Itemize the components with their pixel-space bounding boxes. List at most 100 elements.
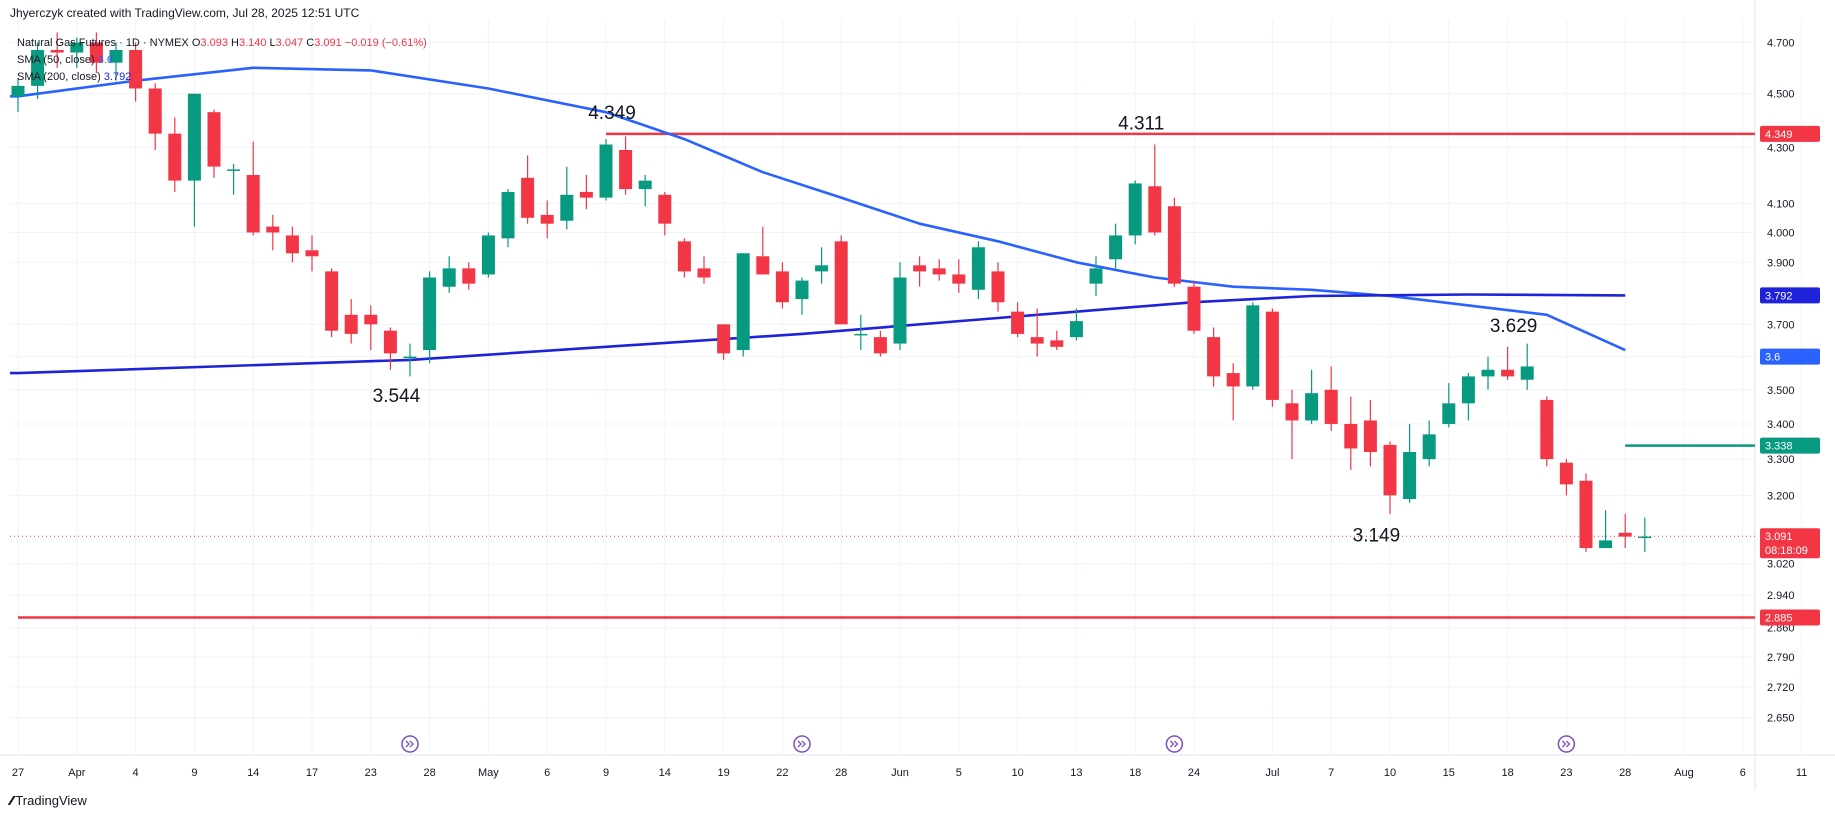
candle <box>1030 308 1044 357</box>
sma-line-200 <box>10 293 1626 375</box>
chart-legend: Natural Gas Futures · 1D · NYMEX O3.093 … <box>17 35 427 86</box>
price-annotation: 4.349 <box>588 103 636 124</box>
low-value: 3.047 <box>275 37 304 49</box>
candle-body <box>1246 305 1260 387</box>
candle-body <box>1324 389 1338 424</box>
event-marker-circle <box>793 735 811 753</box>
candle <box>1050 330 1064 351</box>
price-badge-label: 3.6 <box>1765 352 1780 364</box>
price-badge: 3.6 <box>1760 348 1820 365</box>
candle <box>1167 197 1181 287</box>
candle <box>246 141 260 236</box>
candle-body <box>129 50 143 89</box>
candle <box>1011 302 1025 338</box>
candle-body <box>971 247 985 290</box>
candle <box>795 277 809 315</box>
candle <box>1422 420 1436 467</box>
candle <box>1128 180 1142 245</box>
price-tick-label: 3.300 <box>1767 454 1795 466</box>
candle <box>736 253 750 357</box>
price-tick-label: 3.700 <box>1767 319 1795 331</box>
candle-body <box>207 112 221 167</box>
candle <box>658 191 672 236</box>
candle-body <box>1540 399 1554 460</box>
legend-sma200-row[interactable]: SMA (200, close) 3.792 <box>17 69 427 86</box>
event-marker-icon[interactable] <box>793 735 811 753</box>
candle-body <box>285 235 299 254</box>
candle <box>1501 346 1515 380</box>
candle-body <box>1559 462 1573 485</box>
event-marker-arrows <box>405 740 414 748</box>
candle <box>1089 256 1103 297</box>
candle-body <box>1403 451 1417 500</box>
candle-body <box>1030 337 1044 344</box>
candle <box>1207 327 1221 387</box>
candle-body <box>1285 403 1299 421</box>
event-marker-icon[interactable] <box>401 735 419 753</box>
tradingview-logo-icon: ⁄⁄ <box>10 793 14 808</box>
candle-body <box>913 265 927 272</box>
price-tick-label: 4.500 <box>1767 89 1795 101</box>
candle <box>207 109 221 178</box>
candle-body <box>1148 186 1162 233</box>
candle <box>540 200 554 239</box>
grid-lines <box>10 20 1803 755</box>
candle-body <box>932 268 946 275</box>
candle <box>285 226 299 263</box>
price-badge: 3.792 <box>1760 287 1820 304</box>
candle-body <box>717 324 731 354</box>
price-chart[interactable]: 4.7004.5004.3004.1004.0003.9003.7003.600… <box>0 0 1835 790</box>
symbol-name[interactable]: Natural Gas Futures · 1D · NYMEX <box>17 37 189 49</box>
price-badge-bg <box>1760 348 1820 365</box>
price-tick-label: 4.000 <box>1767 227 1795 239</box>
candle-body <box>11 85 25 97</box>
candle-body <box>1422 434 1436 460</box>
candle <box>1618 513 1632 549</box>
tradingview-logo[interactable]: ⁄⁄ TradingView <box>10 793 87 808</box>
price-badge-label: 4.349 <box>1765 129 1793 141</box>
candle <box>325 268 339 338</box>
candle <box>383 327 397 370</box>
candle-body <box>227 169 241 171</box>
event-marker-icon[interactable] <box>1557 735 1576 753</box>
price-tick-label: 3.400 <box>1767 419 1795 431</box>
candle <box>599 139 613 201</box>
candle-body <box>579 191 593 198</box>
candle-body <box>383 330 397 354</box>
event-marker-circle <box>1557 735 1576 753</box>
candle <box>952 259 966 293</box>
price-badge: 3.338 <box>1760 437 1820 454</box>
candle-body <box>31 50 45 86</box>
candle-body <box>1109 235 1123 260</box>
change-value: −0.019 (−0.61%) <box>344 37 427 49</box>
price-tick-label: 2.720 <box>1767 682 1795 694</box>
candle <box>619 136 633 195</box>
candle-body <box>1167 206 1181 284</box>
candle <box>1403 423 1417 503</box>
candle-body <box>70 42 84 53</box>
legend-sma50-row[interactable]: SMA (50, close) 3.6 <box>17 52 427 69</box>
candle-body <box>697 268 711 278</box>
candle <box>717 324 731 360</box>
candle-body <box>815 265 829 272</box>
candle-body <box>619 150 633 190</box>
candle <box>109 42 123 81</box>
candle <box>1363 399 1377 467</box>
candle-body <box>148 88 162 134</box>
price-annotation: 3.629 <box>1490 316 1538 337</box>
event-marker-circle <box>401 735 419 753</box>
candles <box>11 32 1652 552</box>
candle-body <box>1383 444 1397 496</box>
candle-body <box>677 241 691 272</box>
candle-body <box>1089 268 1103 284</box>
event-marker-icon[interactable] <box>1165 735 1184 753</box>
candle <box>403 343 417 377</box>
date-tick-label: 5 <box>956 767 962 779</box>
candle-body <box>1011 311 1025 334</box>
candle-body <box>1187 286 1201 331</box>
candle <box>1579 473 1593 552</box>
candle-body <box>1638 536 1652 539</box>
candle <box>1461 373 1475 421</box>
price-tick-label: 3.200 <box>1767 490 1795 502</box>
candle-body <box>1305 393 1319 421</box>
